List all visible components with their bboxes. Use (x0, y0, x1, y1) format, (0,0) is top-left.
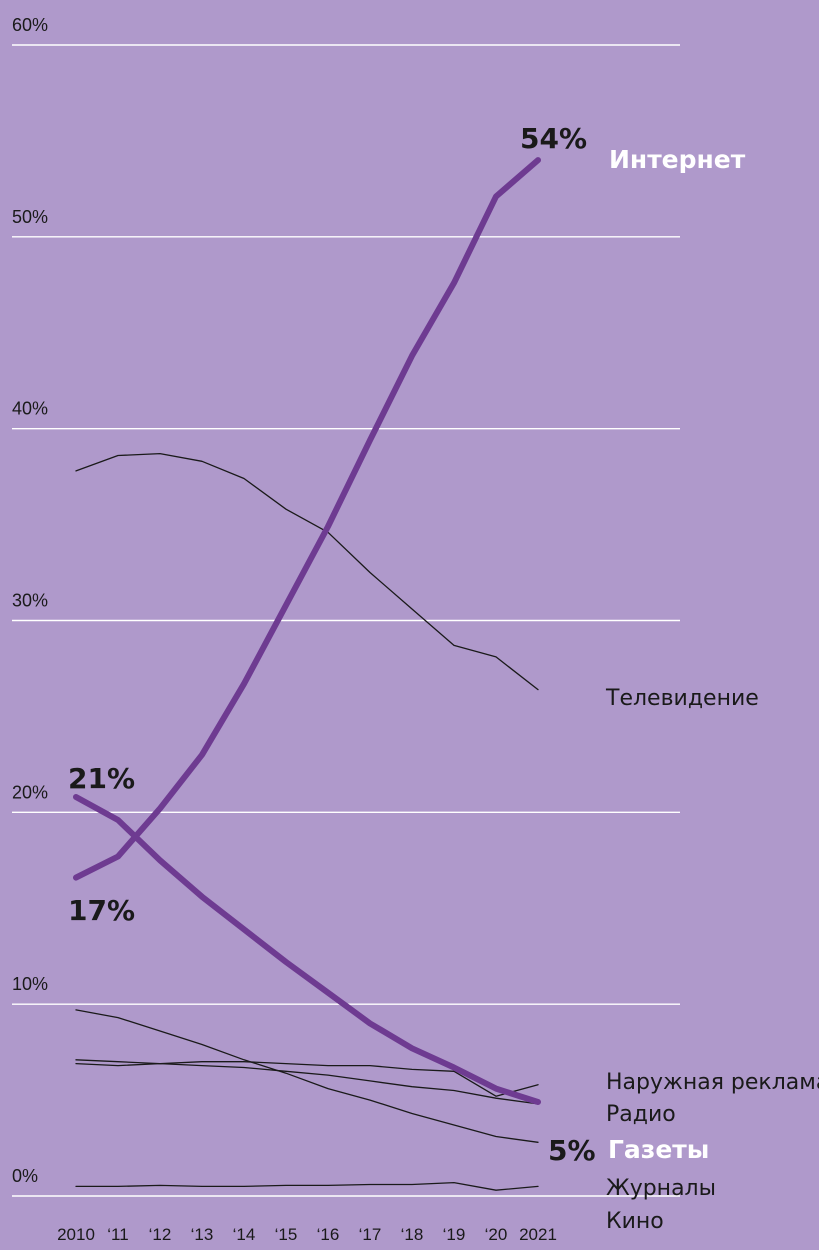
x-tick-label: ‘17 (359, 1225, 382, 1244)
series-labels: Интернет Телевидение Газеты Наружная реклам… (605, 145, 819, 1234)
x-tick-label: ‘12 (149, 1225, 172, 1244)
value-label: 17% (68, 894, 135, 927)
x-tick-label: ‘11 (107, 1225, 128, 1244)
x-tick-label: ‘13 (191, 1225, 214, 1244)
y-tick-label: 20% (12, 782, 48, 802)
x-tick-label: ‘19 (443, 1225, 466, 1244)
value-labels: 54% 21% 17% 5% (68, 122, 596, 1167)
value-label: 21% (68, 762, 135, 795)
series-label: Радио (606, 1102, 676, 1127)
series-line-Газеты (73, 794, 541, 1105)
series-line-Интернет (73, 157, 541, 881)
gridlines (12, 44, 680, 1197)
secondary-series (75, 452, 539, 1191)
y-tick-label: 30% (12, 591, 48, 611)
series-label: Телевидение (605, 686, 759, 711)
y-tick-label: 60% (12, 15, 48, 35)
value-label: 5% (548, 1134, 596, 1167)
x-tick-label: ‘18 (401, 1225, 424, 1244)
series-label: Наружная реклама (606, 1070, 819, 1095)
series-line-Радио (75, 1062, 539, 1105)
x-tick-label: ‘16 (317, 1225, 340, 1244)
y-tick-label: 10% (12, 974, 48, 994)
x-axis-ticks: 2010 ‘11 ‘12 ‘13 ‘14 ‘15 ‘16 ‘17 ‘18 ‘19 ‘20 2021 (57, 1225, 557, 1244)
highlighted-series (73, 157, 541, 1105)
y-axis-ticks: 0% 10% 20% 30% 40% 50% 60% (12, 15, 48, 1186)
y-tick-label: 0% (12, 1166, 38, 1186)
x-tick-label: ‘20 (485, 1225, 508, 1244)
series-label: Газеты (608, 1135, 709, 1164)
value-label: 54% (520, 122, 587, 155)
series-label: Кино (606, 1209, 664, 1234)
x-tick-label: ‘14 (233, 1225, 256, 1244)
x-tick-label: ‘15 (275, 1225, 298, 1244)
x-tick-label: 2021 (519, 1225, 557, 1244)
series-label: Интернет (609, 145, 746, 174)
series-label: Журналы (606, 1176, 716, 1201)
x-tick-label: 2010 (57, 1225, 95, 1244)
series-line-Телевидение (75, 452, 539, 691)
series-line-Кино (75, 1181, 539, 1191)
y-tick-label: 50% (12, 207, 48, 227)
series-line-Журналы (75, 1009, 539, 1143)
y-tick-label: 40% (12, 399, 48, 419)
